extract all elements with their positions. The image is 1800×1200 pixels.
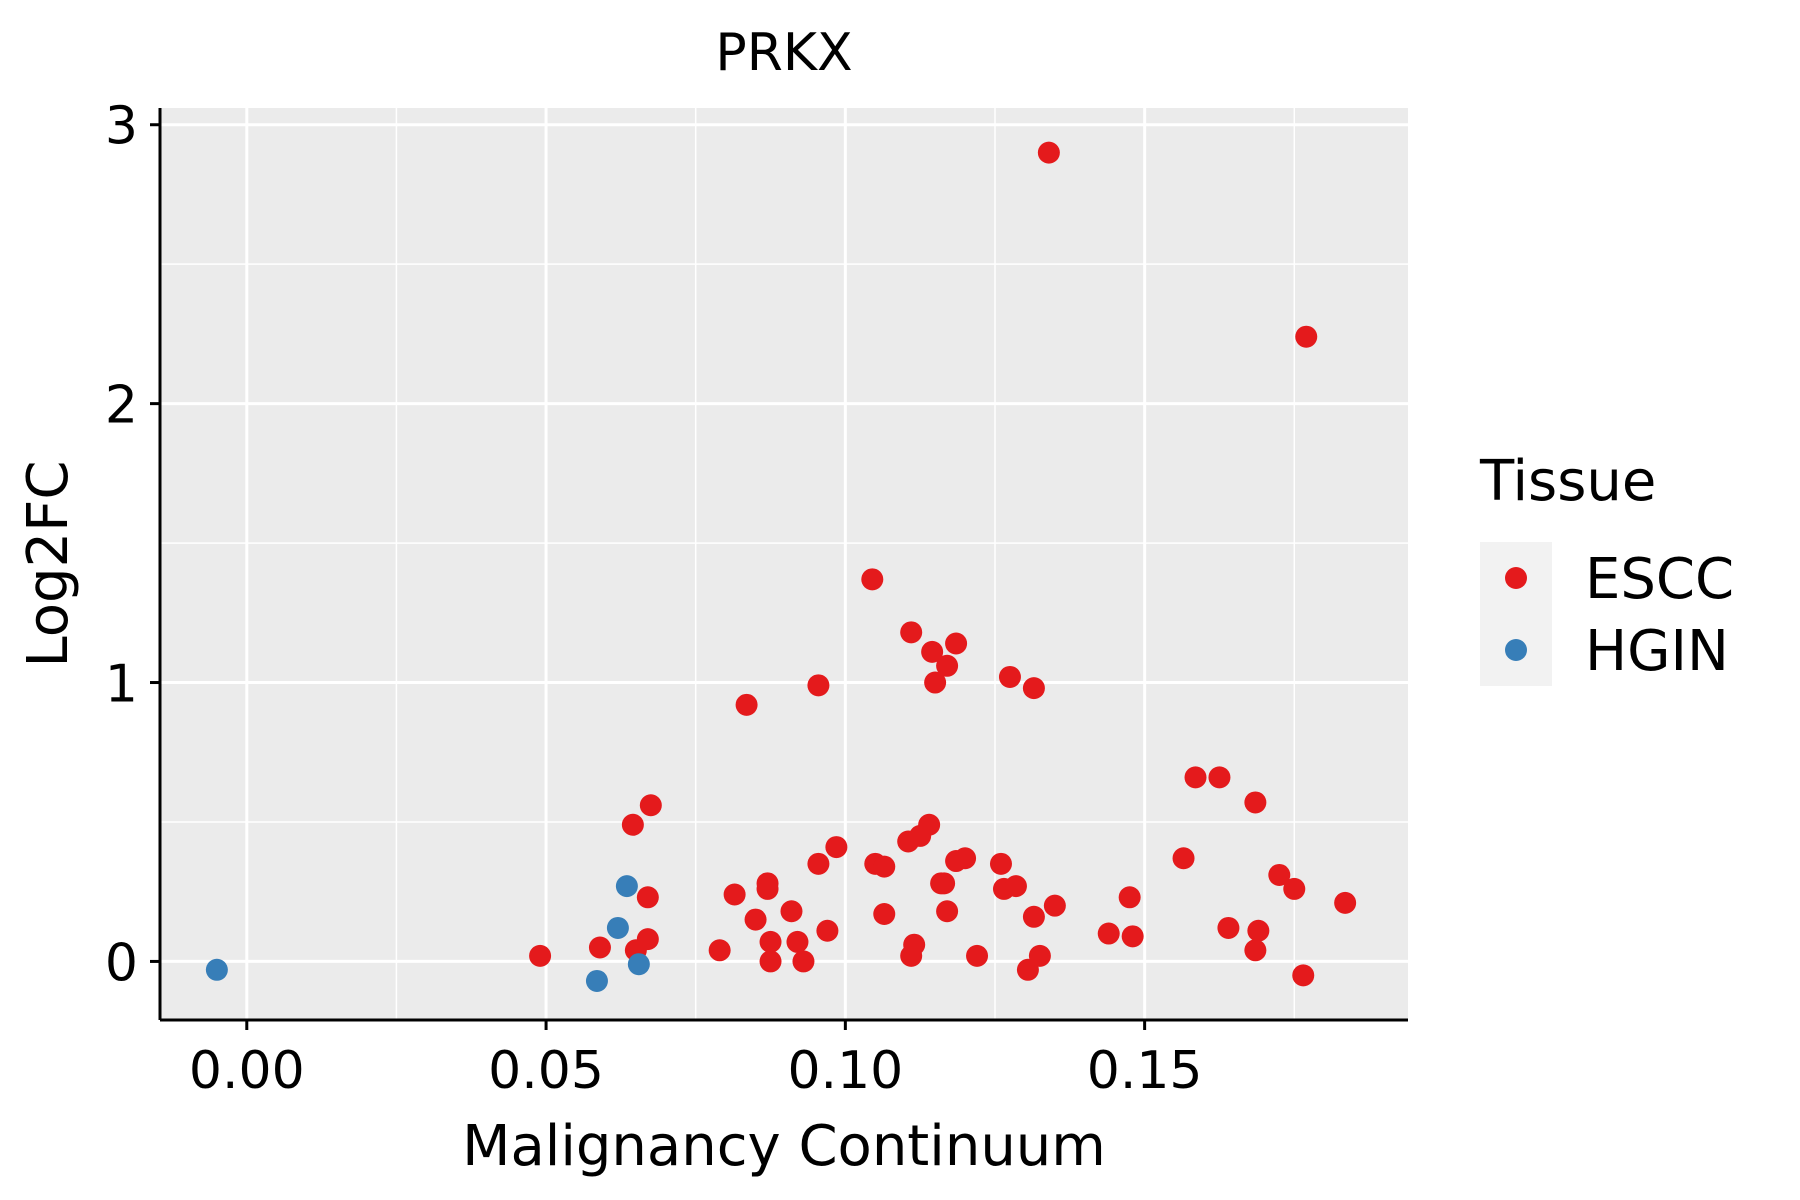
data-point-escc <box>807 852 830 875</box>
y-axis-ticks: 0 1 2 3 <box>105 97 160 993</box>
data-point-escc <box>756 877 779 900</box>
data-point-escc <box>744 908 767 931</box>
data-point-escc <box>639 794 662 817</box>
data-point-escc <box>1028 944 1051 967</box>
data-point-escc <box>989 852 1012 875</box>
data-point-escc <box>1247 919 1270 942</box>
data-point-escc <box>1022 905 1045 928</box>
panel-background <box>160 108 1408 1020</box>
data-point-escc <box>873 855 896 878</box>
data-point-escc <box>1172 847 1195 870</box>
data-points <box>205 141 1357 992</box>
data-point-escc <box>825 836 848 859</box>
data-point-escc <box>903 933 926 956</box>
data-point-hgin <box>606 916 629 939</box>
data-point-hgin <box>615 875 638 898</box>
legend-label-escc: ESCC <box>1585 547 1734 612</box>
legend-key-hgin <box>1505 639 1527 661</box>
data-point-escc <box>954 847 977 870</box>
data-point-escc <box>945 632 968 655</box>
data-point-escc <box>1292 964 1315 987</box>
legend-key-background <box>1480 542 1552 686</box>
data-point-escc <box>1244 791 1267 814</box>
data-point-escc <box>1004 875 1027 898</box>
data-point-escc <box>621 813 644 836</box>
data-point-escc <box>759 950 782 973</box>
x-tick-label: 0.00 <box>189 1041 305 1101</box>
legend-label-hgin: HGIN <box>1585 619 1729 684</box>
data-point-escc <box>936 654 959 677</box>
y-tick-label: 0 <box>105 933 138 993</box>
data-point-escc <box>873 903 896 926</box>
x-tick-label: 0.10 <box>787 1041 903 1101</box>
x-tick-label: 0.05 <box>488 1041 604 1101</box>
data-point-escc <box>1283 877 1306 900</box>
data-point-escc <box>723 883 746 906</box>
legend-title: Tissue <box>1479 449 1656 514</box>
data-point-escc <box>792 950 815 973</box>
x-axis-title: Malignancy Continuum <box>462 1114 1106 1179</box>
x-tick-label: 0.15 <box>1087 1041 1203 1101</box>
data-point-escc <box>1295 325 1318 348</box>
data-point-escc <box>1097 922 1120 945</box>
data-point-escc <box>1118 886 1141 909</box>
data-point-escc <box>1022 677 1045 700</box>
data-point-escc <box>807 674 830 697</box>
data-point-escc <box>735 693 758 716</box>
x-axis-ticks: 0.00 0.05 0.10 0.15 <box>189 1020 1203 1101</box>
data-point-escc <box>918 813 941 836</box>
data-point-escc <box>708 939 731 962</box>
data-point-escc <box>636 928 659 951</box>
chart-title: PRKX <box>715 23 852 83</box>
data-point-escc <box>1268 863 1291 886</box>
data-point-escc <box>1208 766 1231 789</box>
y-tick-label: 3 <box>105 97 138 157</box>
data-point-escc <box>936 900 959 923</box>
data-point-escc <box>1037 141 1060 164</box>
y-tick-label: 1 <box>105 655 138 715</box>
data-point-escc <box>588 936 611 959</box>
data-point-escc <box>1334 891 1357 914</box>
y-axis-title: Log2FC <box>16 461 81 668</box>
data-point-escc <box>921 640 944 663</box>
data-point-escc <box>529 944 552 967</box>
data-point-escc <box>1184 766 1207 789</box>
data-point-hgin <box>585 969 608 992</box>
legend-key-escc <box>1505 567 1527 589</box>
data-point-escc <box>924 671 947 694</box>
data-point-escc <box>1043 894 1066 917</box>
minor-gridlines <box>160 108 1408 1020</box>
data-point-escc <box>900 621 923 644</box>
data-point-escc <box>1217 916 1240 939</box>
data-point-escc <box>816 919 839 942</box>
data-point-escc <box>786 930 809 953</box>
data-point-escc <box>1121 925 1144 948</box>
data-point-escc <box>861 568 884 591</box>
data-point-escc <box>933 872 956 895</box>
legend: Tissue ESCC HGIN <box>1479 449 1734 686</box>
data-point-escc <box>780 900 803 923</box>
data-point-hgin <box>627 953 650 976</box>
data-point-escc <box>636 886 659 909</box>
y-tick-label: 2 <box>105 376 138 436</box>
data-point-escc <box>998 665 1021 688</box>
data-point-hgin <box>205 958 228 981</box>
data-point-escc <box>1244 939 1267 962</box>
data-point-escc <box>759 930 782 953</box>
major-gridlines <box>160 108 1408 1020</box>
data-point-escc <box>966 944 989 967</box>
